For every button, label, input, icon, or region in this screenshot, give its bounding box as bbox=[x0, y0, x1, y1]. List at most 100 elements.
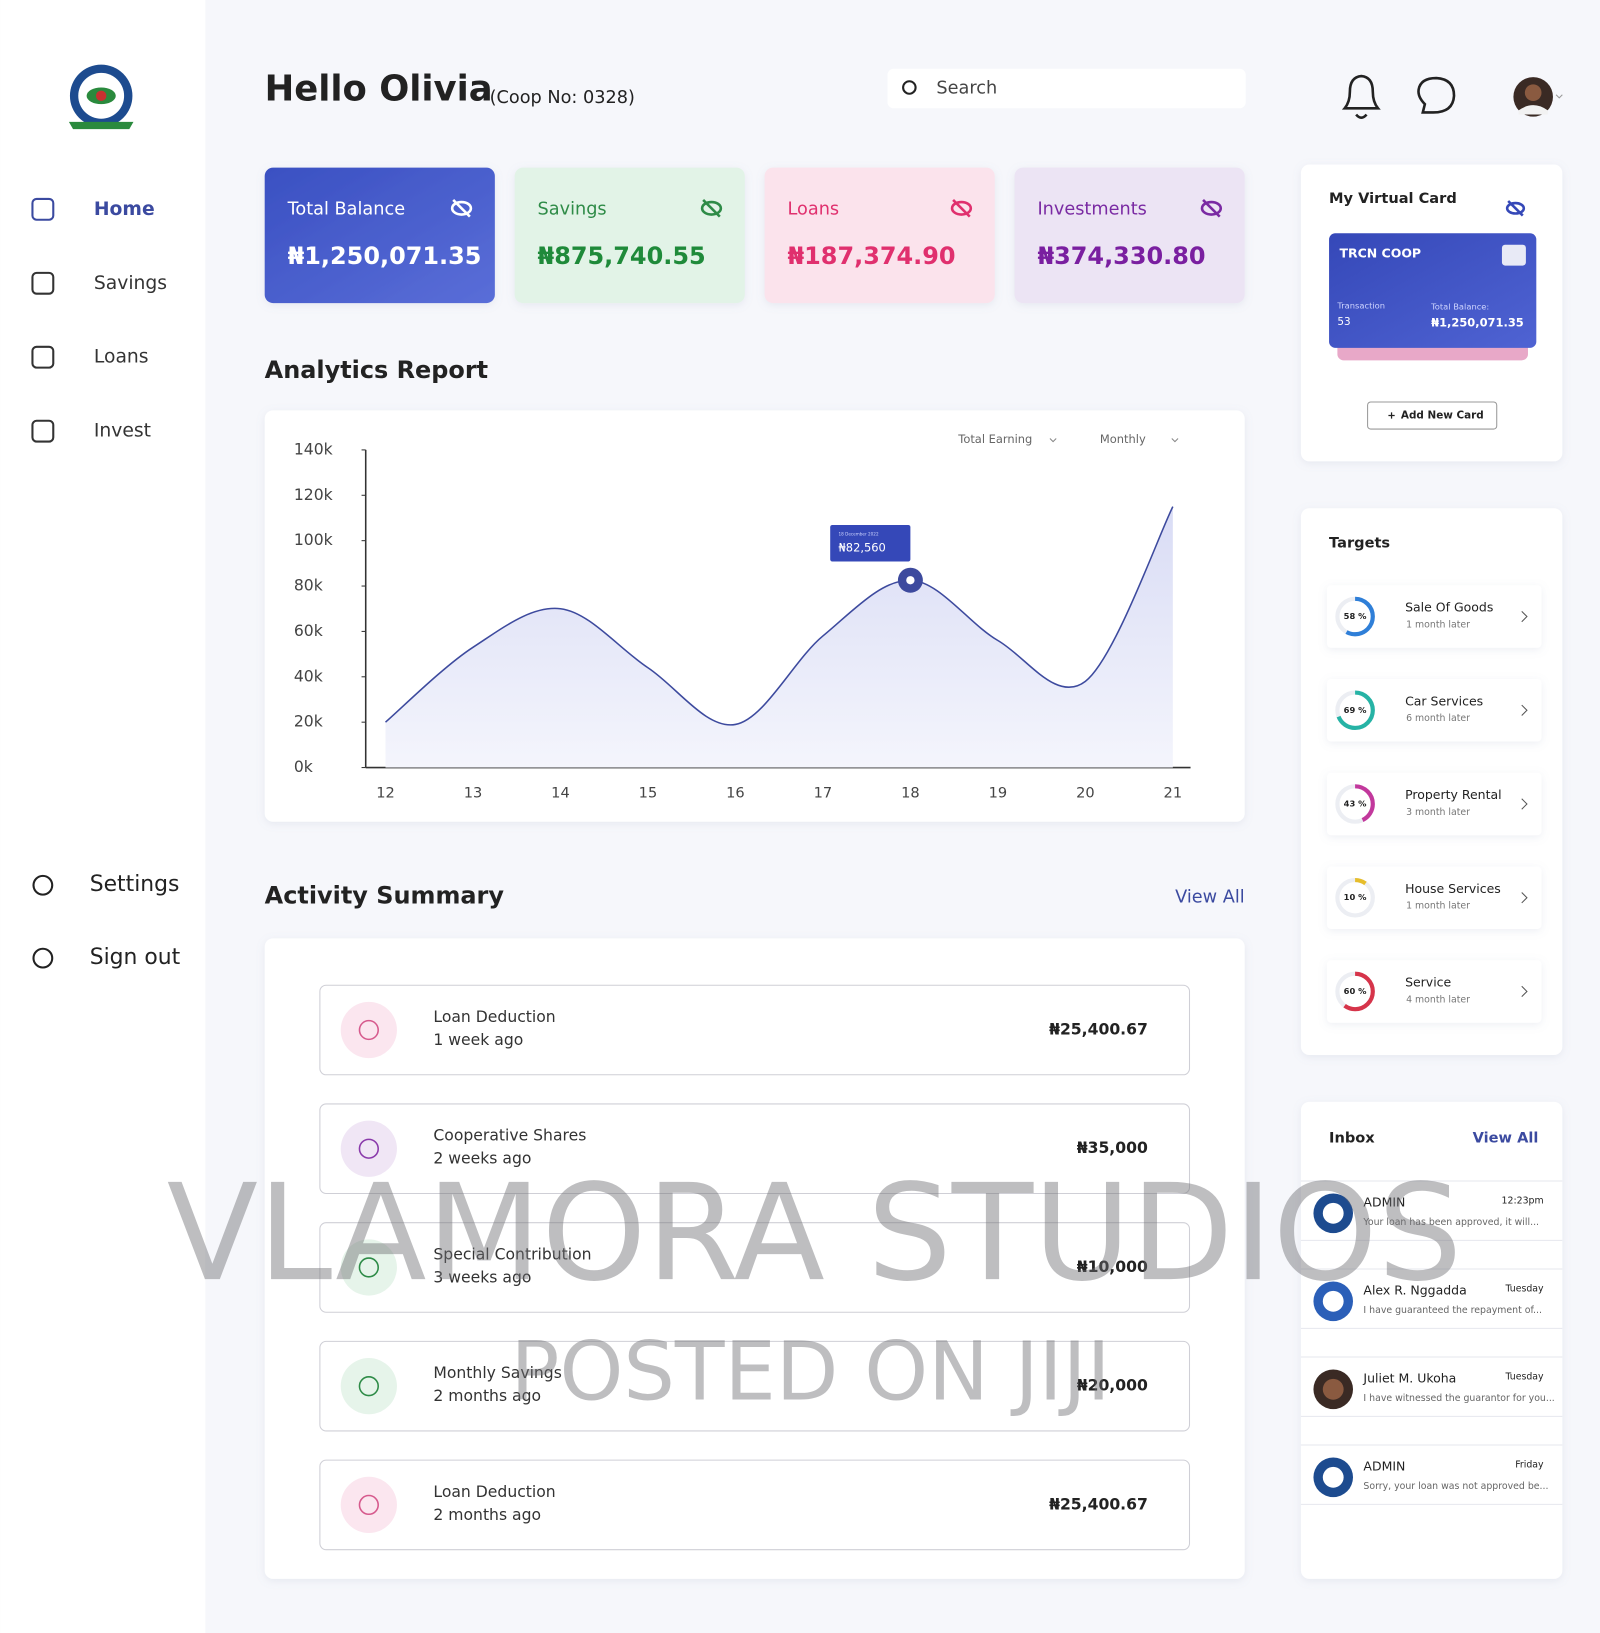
hide-icon[interactable] bbox=[450, 200, 473, 216]
nav-item[interactable]: Settings bbox=[32, 872, 180, 897]
search-box[interactable]: Search bbox=[887, 68, 1246, 109]
highlight-center bbox=[906, 576, 915, 585]
card-amount: ₦187,374.90 bbox=[788, 242, 956, 270]
chevron bbox=[1521, 610, 1528, 623]
x-tick-label: 14 bbox=[551, 785, 570, 802]
activity-icon bbox=[358, 1138, 379, 1159]
balance-card: Loans ₦187,374.90 bbox=[764, 167, 995, 304]
progress-ring bbox=[1335, 784, 1375, 824]
nav-label[interactable]: Settings bbox=[90, 872, 180, 897]
activity-item[interactable]: Loan Deduction 1 week ago ₦25,400.67 bbox=[319, 984, 1191, 1076]
card-bg bbox=[264, 167, 495, 304]
nav-icon bbox=[32, 947, 54, 969]
activity-amount: ₦20,000 bbox=[1077, 1377, 1148, 1395]
dropdown-label[interactable]: Monthly bbox=[1100, 432, 1146, 446]
sidebar bbox=[0, 0, 206, 1633]
line bbox=[384, 506, 1174, 726]
hide-icon[interactable] bbox=[950, 200, 973, 216]
nav-label[interactable]: Loans bbox=[94, 347, 149, 368]
x-tick-label: 17 bbox=[814, 785, 833, 802]
search-field[interactable] bbox=[887, 68, 1246, 109]
nav-icon bbox=[31, 345, 55, 369]
dropdown-label[interactable]: Total Earning bbox=[957, 432, 1032, 446]
balance-card: Savings ₦875,740.55 bbox=[514, 167, 745, 304]
sender-name: ADMIN bbox=[1363, 1194, 1405, 1209]
activity-row bbox=[319, 984, 1191, 1076]
card-value: ₦1,250,071.35 bbox=[1431, 315, 1524, 329]
message-preview: Sorry, your loan was not approved be... bbox=[1363, 1481, 1548, 1492]
x-tick-label: 18 bbox=[901, 785, 920, 802]
nav-item[interactable]: Savings bbox=[31, 271, 167, 295]
hide-icon[interactable] bbox=[1200, 200, 1223, 216]
balance-card: Investments ₦374,330.80 bbox=[1014, 167, 1245, 304]
nav-item[interactable]: Sign out bbox=[32, 945, 181, 970]
tooltip bbox=[830, 525, 911, 562]
plus-icon bbox=[1388, 412, 1395, 419]
dropdown[interactable]: Monthly bbox=[1100, 432, 1179, 446]
x-tick-label: 16 bbox=[726, 785, 745, 802]
balance-card: Total Balance ₦1,250,071.35 bbox=[264, 167, 495, 304]
activity-item[interactable]: Special Contribution 3 weeks ago ₦10,000 bbox=[319, 1222, 1191, 1313]
target-row bbox=[1326, 679, 1542, 742]
hide-icon[interactable] bbox=[1505, 201, 1526, 215]
target-item[interactable]: 43 % Property Rental 3 month later bbox=[1326, 772, 1542, 836]
chat-icon[interactable] bbox=[1417, 76, 1456, 114]
nav-label[interactable]: Sign out bbox=[90, 945, 181, 970]
card-bg bbox=[1014, 167, 1245, 304]
search-placeholder[interactable]: Search bbox=[936, 79, 997, 99]
activity-title: Loan Deduction bbox=[433, 1483, 555, 1501]
target-row bbox=[1326, 866, 1542, 929]
watermark: POSTED ON JIJI bbox=[510, 1325, 1110, 1419]
card-label: Loans bbox=[788, 199, 840, 219]
hide-icon[interactable] bbox=[700, 200, 723, 216]
nav-item[interactable]: Loans bbox=[31, 345, 149, 369]
hide-icon-slash bbox=[452, 199, 471, 218]
logo bbox=[68, 64, 134, 130]
target-item[interactable]: 10 % House Services 1 month later bbox=[1326, 866, 1542, 929]
activity-icon-bg bbox=[340, 1239, 397, 1296]
activity-amount: ₦10,000 bbox=[1077, 1258, 1148, 1276]
inbox-message[interactable]: Alex R. Nggadda I have guaranteed the rep… bbox=[1300, 1268, 1563, 1329]
target-row bbox=[1326, 960, 1542, 1023]
y-tick-label: 0k bbox=[294, 758, 313, 776]
add-card-button[interactable]: Add New Card bbox=[1367, 401, 1498, 430]
nav-item[interactable]: Home bbox=[31, 197, 155, 221]
nav-icon bbox=[32, 874, 54, 896]
card-amount: ₦1,250,071.35 bbox=[288, 242, 482, 270]
inbox-message[interactable]: Juliet M. Ukoha I have witnessed the guar… bbox=[1300, 1356, 1563, 1417]
view-all-link[interactable]: View All bbox=[1175, 888, 1245, 908]
dropdown[interactable]: Total Earning bbox=[957, 432, 1057, 446]
avatar[interactable] bbox=[1513, 77, 1563, 117]
target-item[interactable]: 60 % Service 4 month later bbox=[1326, 960, 1542, 1023]
activity-item[interactable]: Monthly Savings 2 months ago ₦20,000 bbox=[319, 1340, 1191, 1432]
nav-item[interactable]: Invest bbox=[31, 419, 151, 443]
nav-label[interactable]: Savings bbox=[94, 273, 167, 294]
x-tick-label: 13 bbox=[464, 785, 483, 802]
button[interactable] bbox=[1367, 401, 1498, 430]
view-all-link[interactable]: View All bbox=[1473, 1129, 1539, 1146]
target-item[interactable]: 58 % Sale Of Goods 1 month later bbox=[1326, 585, 1542, 648]
bell-icon[interactable] bbox=[1341, 74, 1381, 119]
sender-name: Alex R. Nggadda bbox=[1363, 1282, 1466, 1297]
tooltip-date: 18 December 2022 bbox=[839, 531, 879, 536]
progress-label: 69 % bbox=[1344, 705, 1367, 715]
activity-item[interactable]: Cooperative Shares 2 weeks ago ₦35,000 bbox=[319, 1103, 1191, 1195]
inbox-message[interactable]: ADMIN Sorry, your loan was not approved b… bbox=[1300, 1444, 1563, 1505]
activity-title: Loan Deduction bbox=[433, 1008, 555, 1026]
activity-row bbox=[319, 1459, 1191, 1551]
button-label[interactable]: Add New Card bbox=[1401, 410, 1484, 422]
nav-label[interactable]: Home bbox=[94, 199, 155, 220]
hide-icon-slash bbox=[1507, 200, 1524, 217]
panel-title: Targets bbox=[1329, 535, 1390, 552]
target-item[interactable]: 69 % Car Services 6 month later bbox=[1326, 679, 1542, 742]
inbox-message[interactable]: ADMIN Your loan has been approved, it wil… bbox=[1300, 1180, 1563, 1241]
message-preview: I have guaranteed the repayment of... bbox=[1363, 1305, 1542, 1316]
nav-label[interactable]: Invest bbox=[94, 421, 151, 442]
activity-item[interactable]: Loan Deduction 2 months ago ₦25,400.67 bbox=[319, 1459, 1191, 1551]
progress-label: 10 % bbox=[1344, 892, 1367, 902]
y-tick-label: 40k bbox=[294, 667, 323, 685]
coop-number: (Coop No: 0328) bbox=[490, 88, 635, 108]
target-due: 6 month later bbox=[1406, 713, 1470, 724]
message-preview: I have witnessed the guarantor for you..… bbox=[1363, 1393, 1554, 1404]
